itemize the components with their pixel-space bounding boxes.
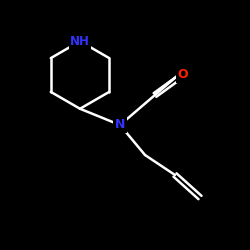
Text: N: N (115, 118, 125, 132)
Text: NH: NH (70, 35, 90, 48)
Text: O: O (177, 68, 188, 82)
